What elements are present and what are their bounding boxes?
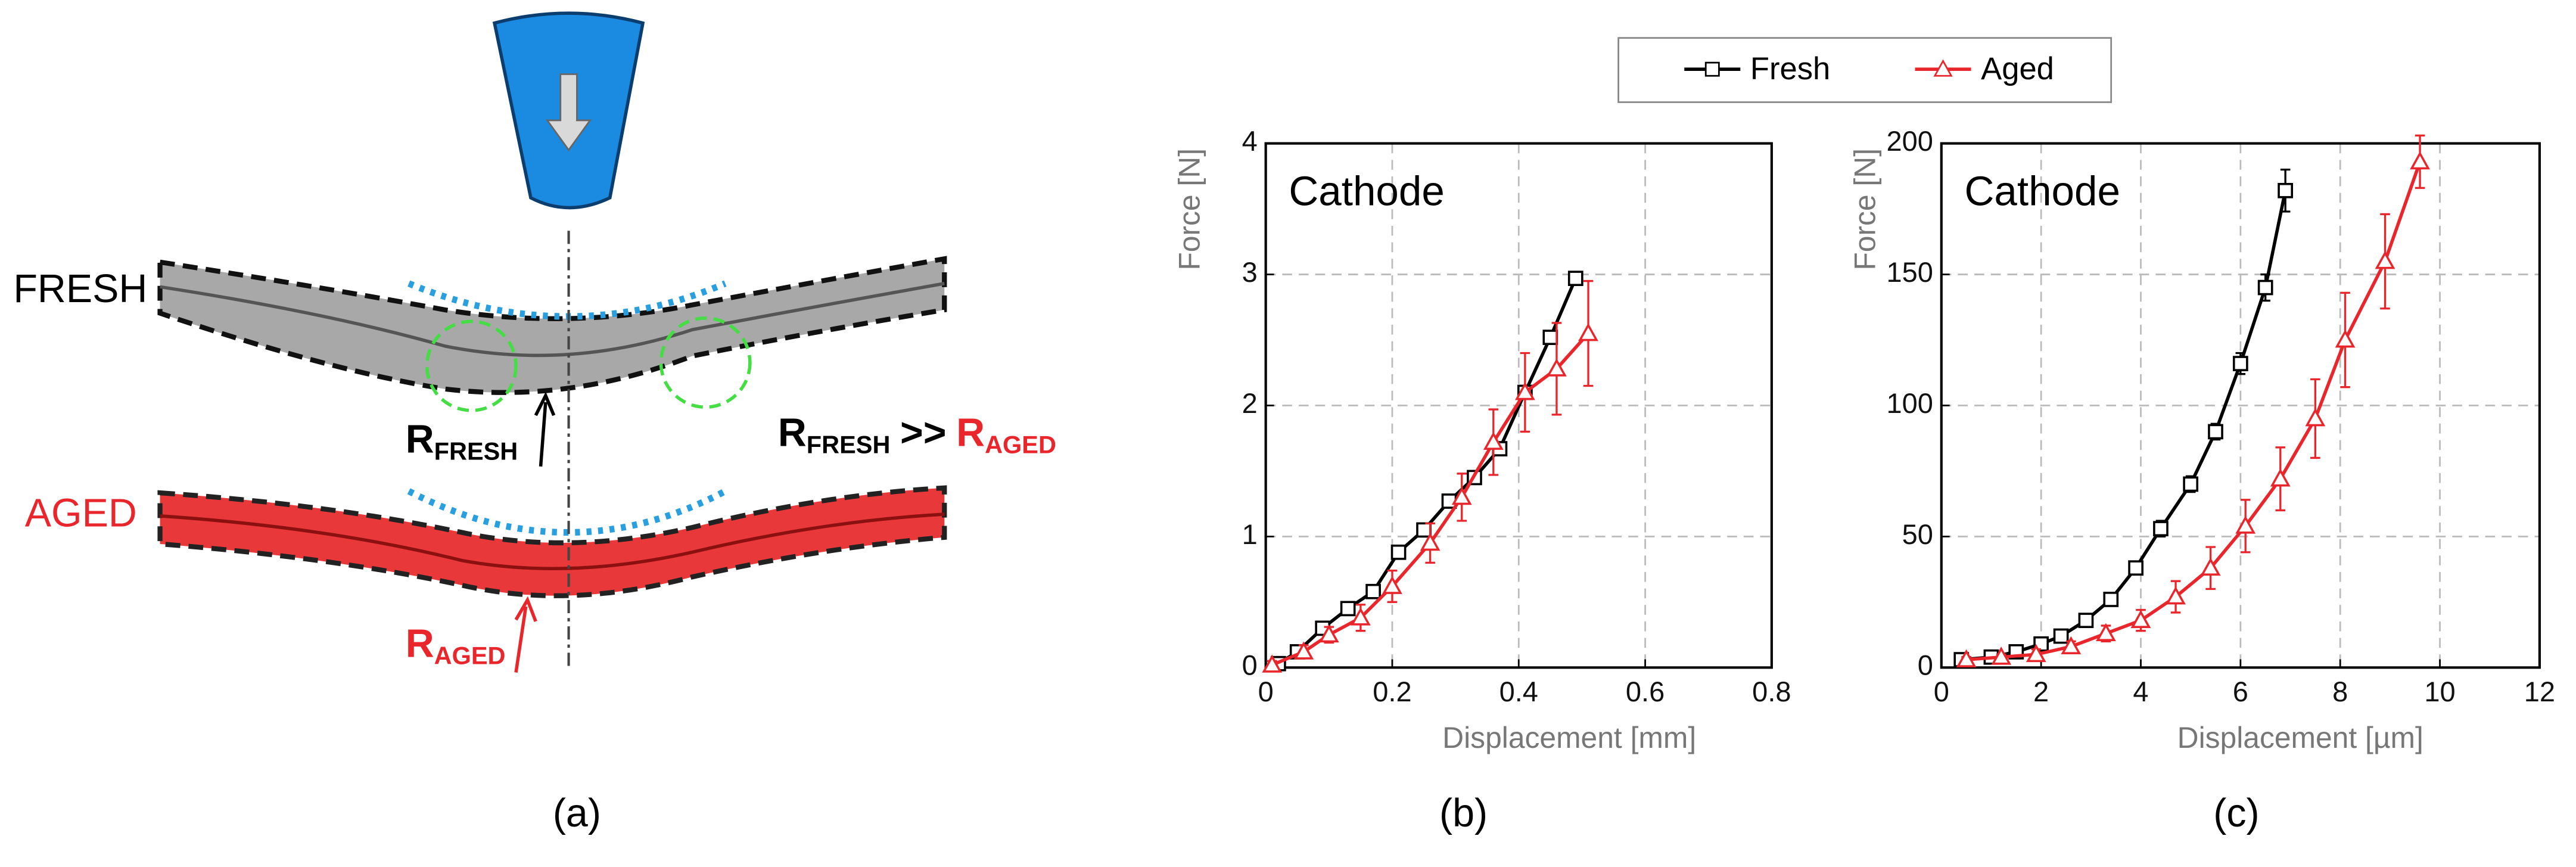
series-line bbox=[1966, 161, 2422, 661]
r-fresh: RFRESH bbox=[406, 417, 518, 465]
panel-label: (a) bbox=[553, 791, 601, 835]
marker bbox=[2061, 636, 2082, 654]
marker bbox=[1578, 322, 1598, 341]
y-tick-label: 2 bbox=[1242, 387, 1258, 419]
marker bbox=[2103, 592, 2119, 607]
x-tick-label: 0.2 bbox=[1373, 676, 1411, 707]
marker bbox=[2278, 182, 2294, 198]
aged-interface bbox=[160, 512, 945, 570]
crack-circle bbox=[659, 316, 752, 409]
x-tick-label: 0 bbox=[1258, 676, 1274, 707]
y-tick-label: 3 bbox=[1242, 256, 1258, 288]
marker bbox=[2270, 468, 2291, 487]
marker bbox=[2208, 424, 2223, 440]
plot-frame bbox=[1264, 142, 1773, 669]
fresh-layer bbox=[157, 256, 947, 395]
y-tick-label: 50 bbox=[1902, 518, 1933, 550]
arrow bbox=[545, 73, 592, 152]
marker bbox=[2235, 515, 2256, 534]
y-tick-label: 0 bbox=[1918, 650, 1933, 681]
x-tick-label: 0.4 bbox=[1499, 676, 1538, 707]
x-tick-label: 0.6 bbox=[1626, 676, 1665, 707]
y-axis-label: Force [N] bbox=[1848, 148, 1881, 271]
r-aged: RAGED bbox=[406, 621, 506, 670]
marker bbox=[2130, 610, 2151, 628]
aged-layer bbox=[157, 485, 947, 598]
comparison: RFRESH >> RAGED bbox=[778, 411, 1056, 459]
fresh-label: FRESH bbox=[13, 267, 147, 311]
y-tick-label: 150 bbox=[1886, 256, 1933, 288]
marker bbox=[1382, 576, 1402, 594]
marker bbox=[2183, 476, 2199, 492]
crack-circle bbox=[425, 319, 518, 412]
plot-frame bbox=[1940, 142, 2541, 669]
y-tick-label: 4 bbox=[1242, 125, 1258, 157]
marker bbox=[1956, 649, 1977, 667]
annotation: Cathode bbox=[1289, 168, 1444, 215]
x-tick-label: 10 bbox=[2424, 676, 2455, 707]
marker bbox=[1567, 271, 1583, 287]
marker bbox=[2200, 557, 2221, 576]
x-tick-label: 6 bbox=[2233, 676, 2248, 707]
marker bbox=[1991, 647, 2012, 665]
marker bbox=[1390, 544, 1407, 560]
r-fresh-arrow bbox=[534, 391, 556, 467]
x-axis-label: Displacement [mm] bbox=[1442, 721, 1696, 754]
legend-marker bbox=[1704, 61, 1720, 77]
legend bbox=[1617, 37, 2113, 103]
marker bbox=[2375, 251, 2395, 269]
marker bbox=[1547, 358, 1567, 377]
marker bbox=[1451, 486, 1472, 505]
marker bbox=[2026, 644, 2046, 663]
marker bbox=[2305, 408, 2326, 427]
marker bbox=[2257, 279, 2273, 296]
marker bbox=[2128, 560, 2143, 576]
marker bbox=[1420, 532, 1441, 551]
x-tick-label: 8 bbox=[2332, 676, 2348, 707]
marker bbox=[1483, 431, 1504, 450]
y-axis-label: Force [N] bbox=[1172, 148, 1206, 271]
x-axis-label: Displacement [µm] bbox=[2177, 721, 2423, 754]
legend-label: Aged bbox=[1981, 51, 2054, 86]
x-tick-label: 0.8 bbox=[1752, 676, 1791, 707]
y-tick-label: 1 bbox=[1242, 518, 1258, 550]
marker bbox=[2153, 521, 2169, 537]
marker bbox=[2078, 613, 2094, 628]
marker bbox=[1365, 583, 1381, 599]
marker bbox=[1340, 601, 1356, 617]
r-aged-arrow bbox=[514, 596, 537, 673]
marker bbox=[2053, 628, 2069, 644]
marker bbox=[1441, 493, 1457, 509]
panel-label: (b) bbox=[1439, 791, 1488, 835]
marker bbox=[1350, 607, 1371, 626]
marker bbox=[2410, 151, 2430, 170]
x-tick-label: 0 bbox=[1934, 676, 1949, 707]
y-tick-label: 100 bbox=[1886, 387, 1933, 419]
marker bbox=[1262, 654, 1283, 673]
marker bbox=[1542, 330, 1558, 345]
fresh-interface bbox=[160, 282, 945, 358]
aged-label: AGED bbox=[25, 491, 137, 535]
marker bbox=[1318, 624, 1339, 643]
legend-marker bbox=[1933, 59, 1953, 77]
panel-label: (c) bbox=[2213, 791, 2259, 835]
marker bbox=[2232, 356, 2248, 371]
marker bbox=[1416, 522, 1432, 538]
legend-label: Fresh bbox=[1750, 51, 1830, 86]
x-tick-label: 12 bbox=[2524, 676, 2555, 707]
schematic: FRESH AGED RFRESH RAGED RFRESH >> RAGED (a… bbox=[13, 11, 1056, 835]
y-tick-label: 0 bbox=[1242, 650, 1258, 681]
x-tick-label: 4 bbox=[2133, 676, 2148, 707]
marker bbox=[2096, 623, 2116, 641]
y-tick-label: 200 bbox=[1886, 125, 1933, 157]
marker bbox=[1293, 641, 1314, 660]
annotation: Cathode bbox=[1965, 168, 2120, 215]
marker bbox=[2335, 329, 2356, 348]
aged-curvature bbox=[407, 488, 727, 536]
marker bbox=[2166, 586, 2186, 605]
x-tick-label: 2 bbox=[2033, 676, 2049, 707]
marker bbox=[1514, 381, 1535, 400]
